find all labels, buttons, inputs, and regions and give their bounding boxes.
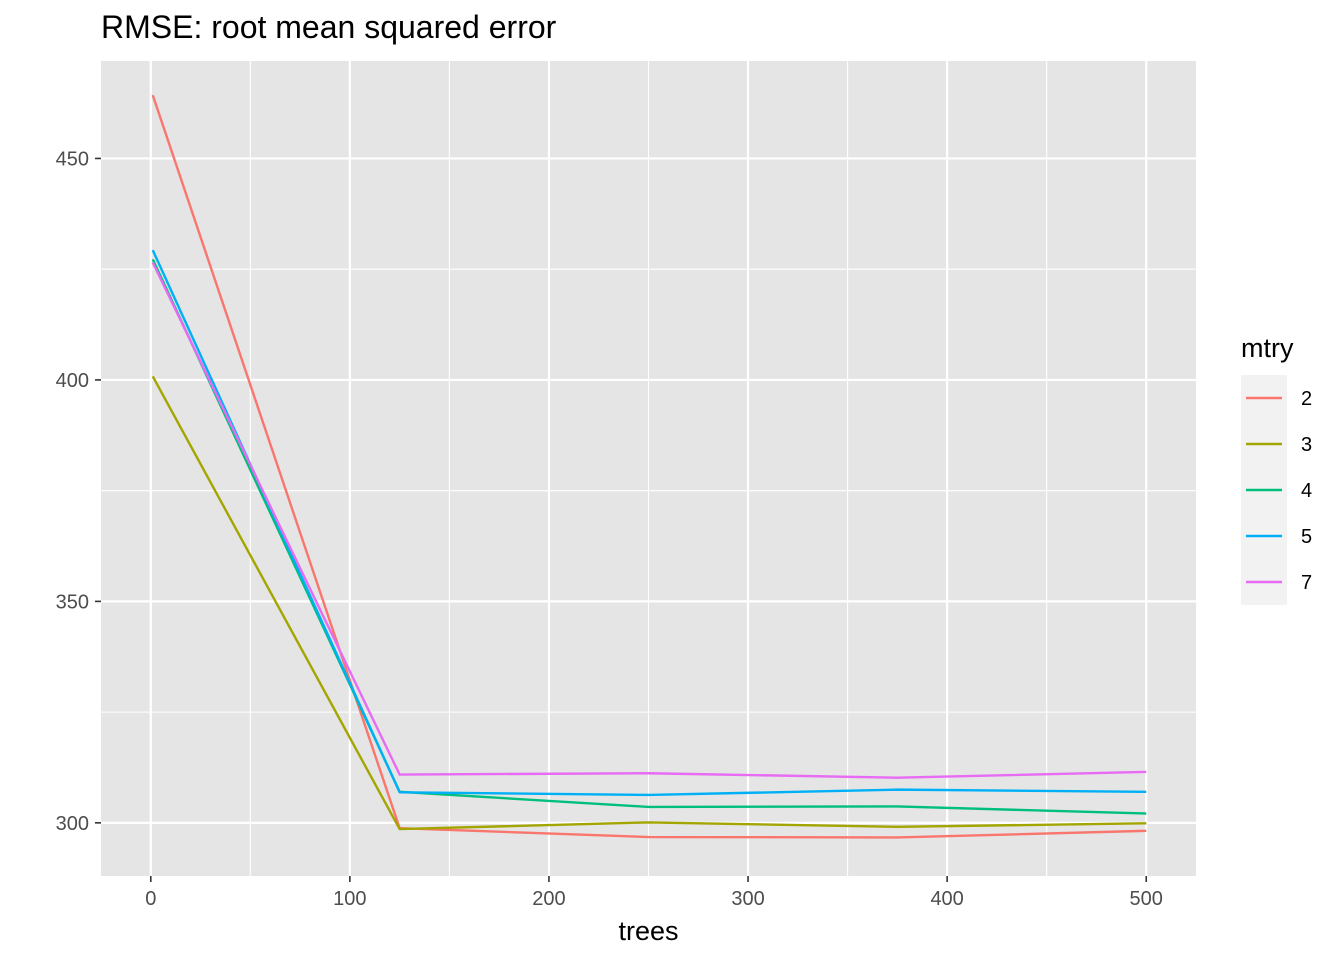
x-tick-label: 300 [731, 888, 764, 910]
series-lines [151, 94, 1147, 839]
series-line-mtry-3 [151, 375, 1147, 831]
x-tick-label: 0 [145, 888, 156, 910]
y-tick-label: 450 [56, 148, 89, 170]
y-tick-label: 300 [56, 813, 89, 835]
series-line-mtry-7 [151, 262, 1147, 779]
x-axis: 0 100 200 300 400 500 [145, 876, 1163, 910]
y-axis: 300 350 400 450 [56, 148, 101, 835]
legend-label-mtry-5: 5 [1301, 526, 1312, 548]
legend-label-mtry-4: 4 [1301, 480, 1312, 502]
series-line-mtry-2 [151, 94, 1147, 839]
minor-gridlines [101, 61, 1196, 876]
x-axis-title: trees [618, 916, 678, 946]
x-tick-label: 500 [1130, 888, 1163, 910]
x-tick-label: 400 [930, 888, 963, 910]
y-tick-label: 350 [56, 591, 89, 613]
y-tick-label: 400 [56, 370, 89, 392]
x-tick-label: 200 [532, 888, 565, 910]
legend-label-mtry-7: 7 [1301, 572, 1312, 594]
legend-label-mtry-2: 2 [1301, 388, 1312, 410]
chart-title: RMSE: root mean squared error [101, 9, 557, 45]
x-tick-label: 100 [333, 888, 366, 910]
legend-items: 2 3 4 5 7 [1246, 388, 1312, 594]
legend-title: mtry [1241, 333, 1294, 363]
legend-label-mtry-3: 3 [1301, 434, 1312, 456]
series-line-mtry-5 [151, 249, 1147, 797]
legend: mtry 2 3 4 5 7 [1241, 333, 1312, 605]
